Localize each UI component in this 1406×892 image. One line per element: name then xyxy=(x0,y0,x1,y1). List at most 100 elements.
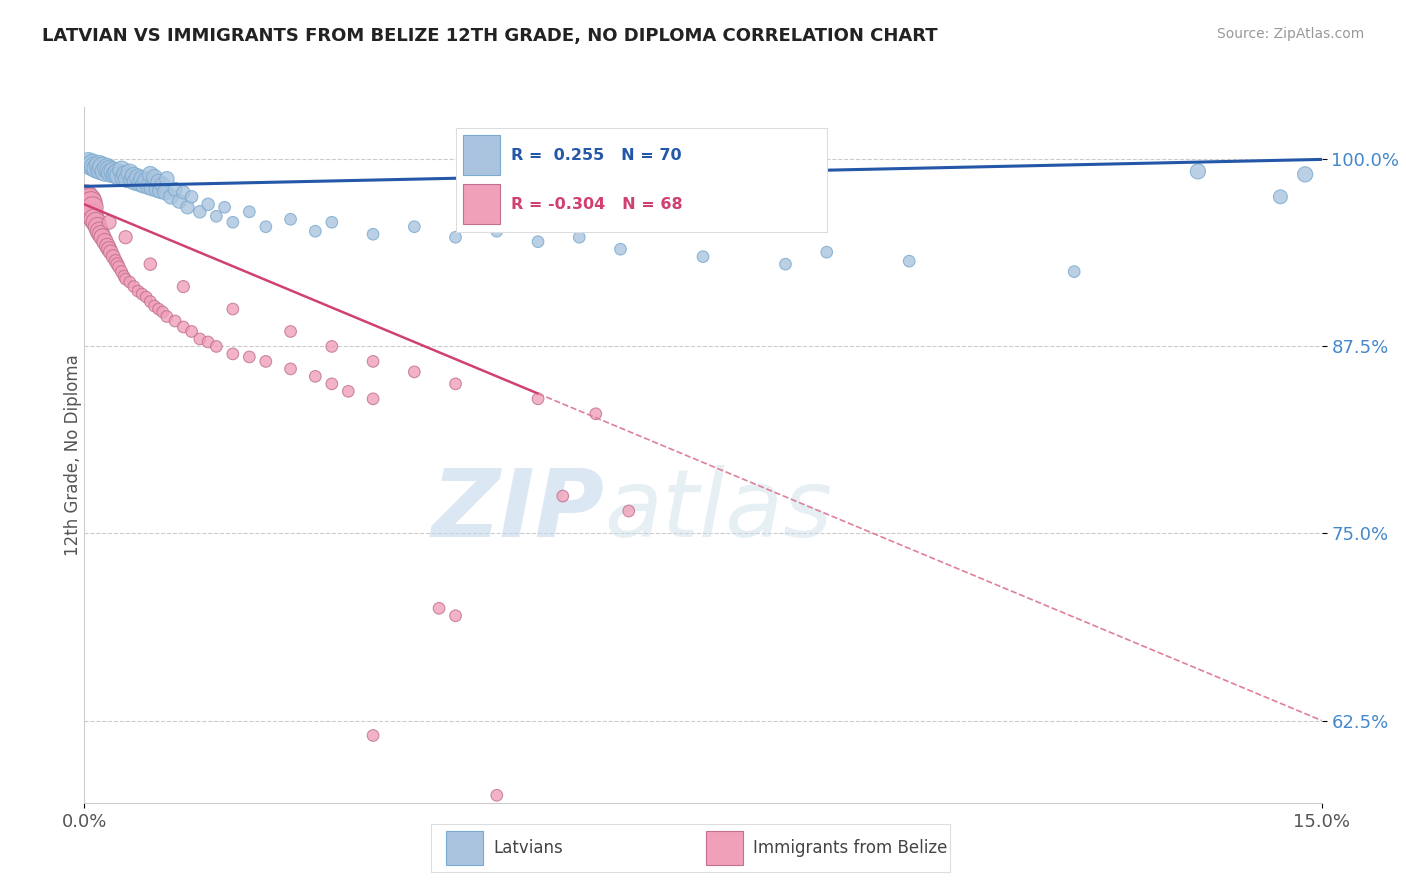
Point xyxy=(361,392,384,406)
Point xyxy=(280,325,302,339)
Point xyxy=(692,250,714,264)
Text: atlas: atlas xyxy=(605,465,832,556)
Point xyxy=(254,219,277,234)
Point xyxy=(1063,265,1085,279)
Point xyxy=(75,190,97,204)
Point xyxy=(280,212,302,227)
Point xyxy=(146,182,169,196)
Point xyxy=(122,169,145,183)
Point xyxy=(138,179,160,194)
Point xyxy=(280,362,302,376)
Point xyxy=(361,729,384,743)
Point xyxy=(82,200,104,214)
Text: ZIP: ZIP xyxy=(432,465,605,557)
Point xyxy=(98,242,121,256)
Text: LATVIAN VS IMMIGRANTS FROM BELIZE 12TH GRADE, NO DIPLOMA CORRELATION CHART: LATVIAN VS IMMIGRANTS FROM BELIZE 12TH G… xyxy=(42,27,938,45)
Point xyxy=(167,194,190,209)
Point xyxy=(444,376,467,391)
Point xyxy=(143,170,166,185)
Point xyxy=(148,301,170,316)
Point xyxy=(427,601,450,615)
Point xyxy=(86,161,108,176)
Point xyxy=(156,310,179,324)
Point xyxy=(404,219,426,234)
Point xyxy=(114,167,136,181)
Point xyxy=(143,299,166,313)
Point xyxy=(321,376,343,391)
Point xyxy=(222,301,245,316)
Point xyxy=(238,204,260,219)
Point xyxy=(205,209,228,223)
Point xyxy=(205,339,228,353)
Point xyxy=(139,294,162,309)
Point xyxy=(152,305,174,319)
Point xyxy=(91,160,114,174)
Point xyxy=(188,204,211,219)
Point xyxy=(127,284,149,298)
Point xyxy=(188,332,211,346)
Point xyxy=(485,224,508,238)
Point xyxy=(321,215,343,229)
Point xyxy=(361,227,384,242)
Point xyxy=(609,242,631,256)
Point xyxy=(103,164,125,178)
Point xyxy=(141,181,163,195)
Point xyxy=(100,245,122,260)
Point xyxy=(444,608,467,623)
Point xyxy=(131,172,153,186)
Point xyxy=(80,158,103,172)
Point xyxy=(80,208,103,222)
Point xyxy=(118,166,141,180)
Point xyxy=(527,235,550,249)
Point xyxy=(238,350,260,364)
Point xyxy=(172,279,194,293)
Point xyxy=(180,190,202,204)
Point xyxy=(775,257,797,271)
Point xyxy=(105,257,128,271)
Point xyxy=(77,200,100,214)
Point xyxy=(104,254,127,268)
Point xyxy=(132,178,155,192)
Point xyxy=(124,175,146,189)
Point xyxy=(898,254,921,268)
Point xyxy=(94,164,117,178)
Point xyxy=(94,235,117,249)
Point xyxy=(104,167,127,181)
Point xyxy=(110,265,132,279)
Point xyxy=(80,195,103,210)
Point xyxy=(103,250,125,264)
Point xyxy=(89,158,111,172)
Point xyxy=(77,155,100,169)
Point xyxy=(112,170,135,185)
Point xyxy=(152,178,174,192)
Point xyxy=(135,173,157,187)
Point xyxy=(304,224,326,238)
Point xyxy=(86,219,108,234)
Point xyxy=(76,197,98,211)
Point xyxy=(90,162,112,177)
Point xyxy=(105,166,128,180)
Point xyxy=(222,215,245,229)
Point xyxy=(172,320,194,334)
Point xyxy=(815,245,838,260)
Point xyxy=(79,204,101,219)
Point xyxy=(197,197,219,211)
Point xyxy=(172,186,194,200)
Point xyxy=(153,186,176,200)
Point xyxy=(149,184,172,198)
Point xyxy=(361,354,384,368)
Point xyxy=(568,230,591,244)
Point xyxy=(129,177,152,191)
Point xyxy=(1294,167,1316,181)
Point xyxy=(108,260,131,274)
Point xyxy=(1270,190,1292,204)
Point xyxy=(337,384,360,399)
Point xyxy=(304,369,326,384)
Point xyxy=(82,157,104,171)
Y-axis label: 12th Grade, No Diploma: 12th Grade, No Diploma xyxy=(65,354,82,556)
Point xyxy=(98,162,121,177)
Point xyxy=(108,169,131,183)
Point xyxy=(76,194,98,209)
Point xyxy=(112,269,135,284)
Point xyxy=(222,347,245,361)
